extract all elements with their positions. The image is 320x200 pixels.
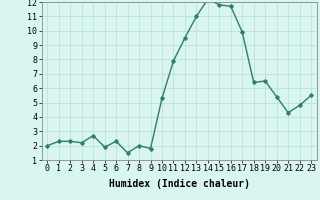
X-axis label: Humidex (Indice chaleur): Humidex (Indice chaleur) <box>109 179 250 189</box>
